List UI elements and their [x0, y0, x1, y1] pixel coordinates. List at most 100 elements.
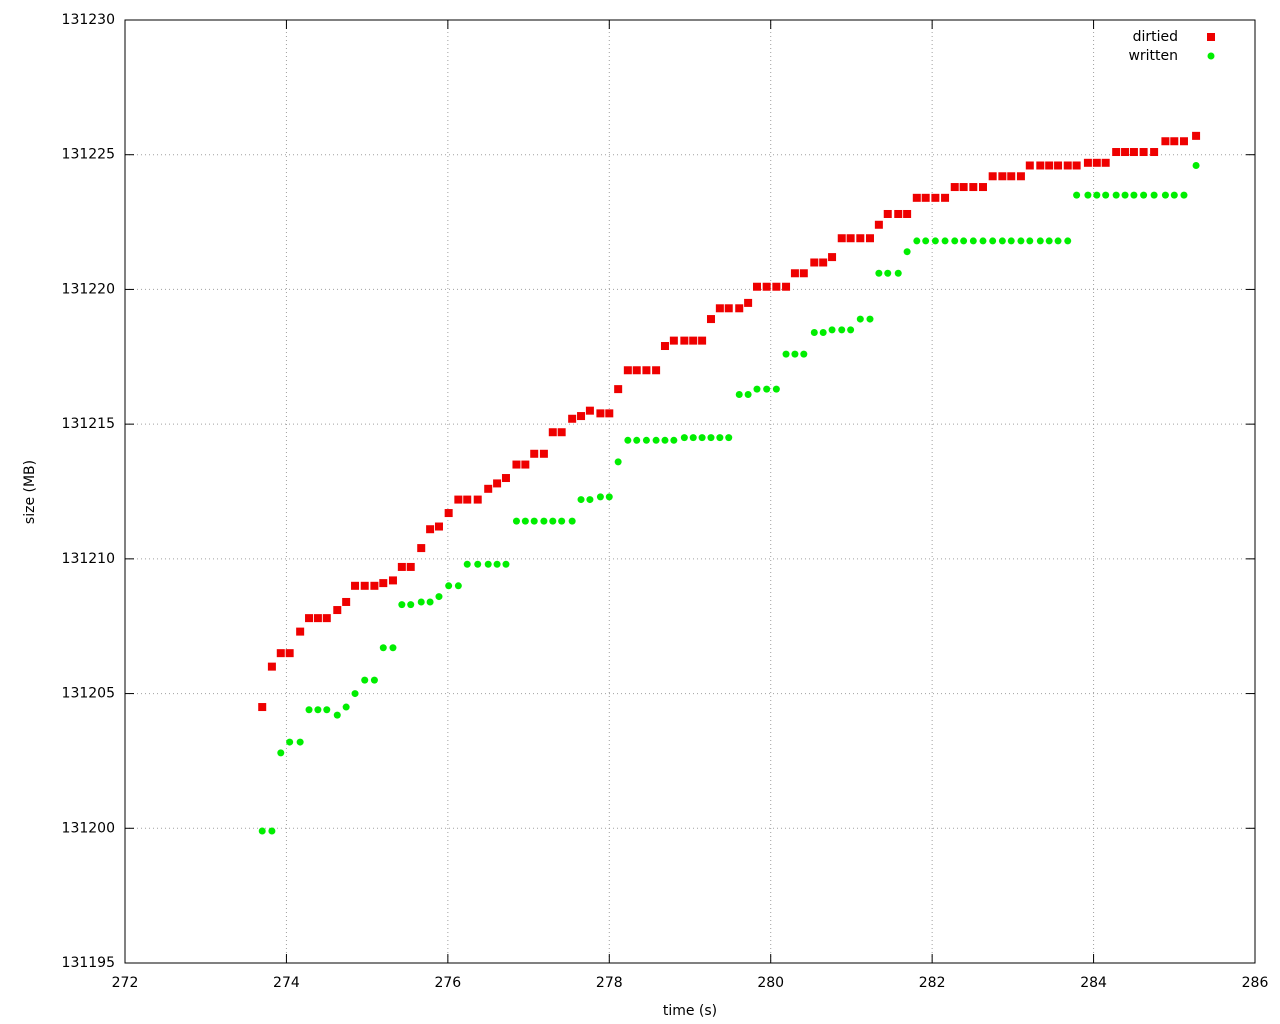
point — [951, 237, 959, 245]
point — [800, 350, 808, 358]
point — [903, 248, 911, 256]
point — [398, 601, 406, 609]
point — [819, 329, 827, 337]
point — [772, 385, 780, 393]
point — [296, 627, 305, 636]
point — [258, 827, 266, 835]
point — [1140, 191, 1148, 199]
point — [548, 428, 557, 437]
x-tick-label: 284 — [1080, 975, 1107, 991]
legend-marker — [1207, 33, 1215, 41]
x-tick-label: 286 — [1242, 975, 1269, 991]
point — [276, 649, 285, 658]
point — [530, 449, 539, 458]
point — [828, 326, 836, 334]
point — [333, 711, 341, 719]
point — [847, 326, 855, 334]
point — [1084, 191, 1092, 199]
point — [614, 385, 623, 394]
point — [1025, 161, 1034, 170]
point — [680, 336, 689, 345]
point — [323, 706, 331, 714]
point — [790, 269, 799, 278]
point — [979, 237, 987, 245]
point — [361, 676, 369, 684]
point — [959, 183, 968, 192]
y-tick-label: 131230 — [62, 12, 115, 28]
y-tick-label: 131205 — [62, 686, 115, 702]
point — [1130, 191, 1138, 199]
point — [969, 183, 978, 192]
point — [912, 193, 921, 202]
point — [1073, 191, 1081, 199]
point — [1192, 131, 1201, 140]
point — [1101, 158, 1110, 167]
point — [735, 391, 743, 399]
point — [978, 183, 987, 192]
x-tick-label: 274 — [273, 975, 300, 991]
point — [837, 234, 846, 243]
legend-label: dirtied — [1133, 29, 1178, 45]
point — [540, 517, 548, 525]
point — [484, 560, 492, 568]
point — [558, 517, 566, 525]
point — [333, 606, 342, 615]
point — [623, 366, 632, 375]
point — [1017, 237, 1025, 245]
point — [577, 496, 585, 504]
point — [605, 409, 614, 418]
point — [865, 234, 874, 243]
point — [1112, 148, 1121, 157]
point — [1129, 148, 1138, 157]
point — [960, 237, 968, 245]
point — [689, 434, 697, 442]
point — [1139, 148, 1148, 157]
point — [680, 434, 688, 442]
point — [370, 676, 378, 684]
point — [642, 366, 651, 375]
point — [884, 269, 892, 277]
point — [1180, 191, 1188, 199]
point — [998, 237, 1006, 245]
point — [883, 209, 892, 218]
point — [715, 304, 724, 313]
point — [874, 220, 883, 229]
point — [454, 582, 462, 590]
point — [1064, 237, 1072, 245]
point — [502, 560, 510, 568]
point — [530, 517, 538, 525]
point — [586, 496, 594, 504]
point — [941, 237, 949, 245]
point — [585, 406, 594, 415]
point — [1063, 161, 1072, 170]
point — [670, 436, 678, 444]
point — [1007, 237, 1015, 245]
point — [735, 304, 744, 313]
point — [707, 434, 715, 442]
point — [903, 209, 912, 218]
point — [305, 614, 314, 623]
point — [1179, 137, 1188, 146]
point — [642, 436, 650, 444]
point — [258, 703, 267, 712]
point — [1036, 237, 1044, 245]
point — [782, 282, 791, 291]
point — [397, 562, 406, 571]
point — [1092, 158, 1101, 167]
point — [762, 282, 771, 291]
x-tick-label: 282 — [919, 975, 946, 991]
y-tick-label: 131195 — [62, 955, 115, 971]
y-tick-label: 131210 — [62, 551, 115, 567]
point — [660, 342, 669, 351]
point — [1112, 191, 1120, 199]
point — [782, 350, 790, 358]
point — [931, 193, 940, 202]
point — [296, 738, 304, 746]
point — [744, 391, 752, 399]
plot-frame — [124, 19, 1256, 964]
point — [866, 315, 874, 323]
point — [856, 315, 864, 323]
point — [426, 525, 435, 534]
point — [285, 649, 294, 658]
